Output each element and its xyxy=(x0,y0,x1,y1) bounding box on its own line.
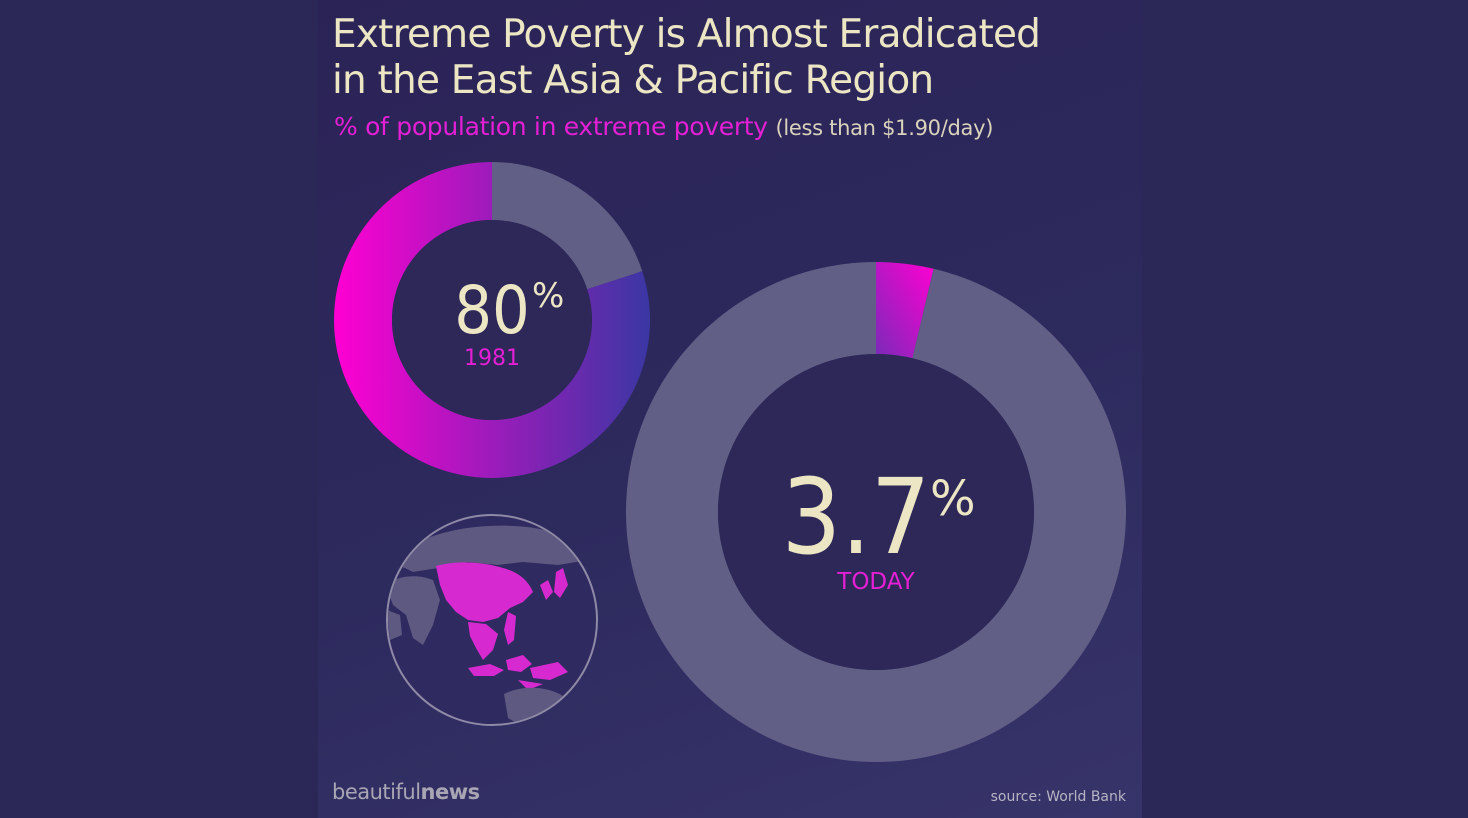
donut-today-percent-sign: % xyxy=(930,471,976,527)
donut-1981-remainder-slice xyxy=(492,162,643,290)
donut-1981-value-slice xyxy=(334,162,650,478)
donut-today-value-label: 3.7 xyxy=(782,456,931,578)
donut-today-center xyxy=(718,354,1034,670)
brand-suffix: news xyxy=(420,780,481,804)
donut-charts: 80 % 1981 3.7 % TODAY xyxy=(334,162,1126,762)
subtitle: % of population in extreme poverty (less… xyxy=(334,112,993,141)
donut-today-remainder-slice xyxy=(625,262,1126,762)
donut-1981-percent-sign: % xyxy=(532,276,564,316)
donut-1981-value-label: 80 xyxy=(454,272,530,349)
donut-1981: 80 % 1981 xyxy=(334,162,650,478)
donut-today-value-slice xyxy=(876,262,934,359)
subtitle-main: % of population in extreme poverty xyxy=(334,112,768,141)
donut-today: 3.7 % TODAY xyxy=(625,262,1126,762)
title-line-2: in the East Asia & Pacific Region xyxy=(332,58,934,103)
globe-map-icon xyxy=(386,514,598,726)
donut-1981-category-label: 1981 xyxy=(464,346,520,371)
title-line-1: Extreme Poverty is Almost Eradicated xyxy=(332,12,1041,57)
source-note: source: World Bank xyxy=(990,789,1126,805)
brand-logo: beautifulnews xyxy=(332,780,480,804)
donut-1981-center xyxy=(392,220,592,420)
infographic-panel: Extreme Poverty is Almost Eradicated in … xyxy=(318,0,1142,818)
subtitle-note: (less than $1.90/day) xyxy=(775,116,994,140)
donut-today-category-label: TODAY xyxy=(836,569,915,595)
brand-prefix: beautiful xyxy=(332,780,421,804)
